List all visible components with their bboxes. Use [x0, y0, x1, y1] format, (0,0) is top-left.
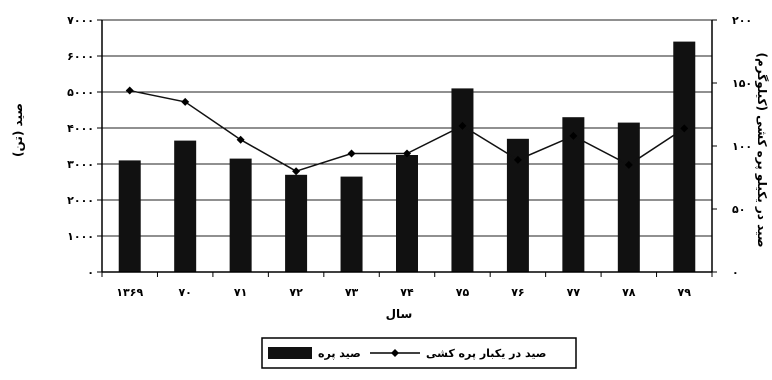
bar — [118, 160, 141, 272]
x-tick-label: ۷۷ — [567, 286, 581, 299]
x-tick-label: ۷۹ — [678, 286, 692, 299]
x-tick-label: ۷۳ — [345, 286, 359, 299]
bar — [451, 88, 474, 273]
bar — [562, 117, 585, 272]
y-tick-label: ۶۰۰۰ — [67, 50, 94, 63]
x-tick-label: ۷۴ — [400, 286, 414, 299]
bar — [396, 155, 418, 272]
legend-bar-label: صید پره — [318, 347, 361, 360]
y-tick-label: ۴۰۰۰ — [67, 122, 94, 135]
x-tick-label: ۷۱ — [234, 286, 247, 299]
bar — [229, 158, 252, 272]
x-axis-ticks: ۱۳۶۹ ۷۰ ۷۱ ۷۲ ۷۳ ۷۴ ۷۵ ۷۶ ۷۷ ۷۸ ۷۹ — [116, 286, 691, 299]
x-tick-label: ۷۶ — [511, 286, 524, 299]
line-marker — [347, 149, 356, 158]
left-axis-ticks: ۰ ۱۰۰۰ ۲۰۰۰ ۳۰۰۰ ۴۰۰۰ ۵۰۰۰ ۶۰۰۰ ۷۰۰۰ — [67, 14, 102, 279]
y2-tick-label: ۲۰۰ — [732, 14, 752, 27]
y-tick-label: ۲۰۰۰ — [67, 194, 94, 207]
bar-series — [118, 41, 696, 273]
bar — [285, 174, 308, 272]
line-marker — [680, 124, 689, 133]
legend-line-marker — [391, 349, 399, 357]
bar — [673, 41, 696, 272]
line-marker — [403, 149, 411, 158]
bar — [340, 176, 363, 272]
bar — [506, 138, 529, 272]
y-tick-label: ۵۰۰۰ — [67, 86, 94, 99]
line-marker — [125, 86, 134, 95]
y2-tick-label: ۰ — [732, 266, 739, 279]
y-tick-label: ۳۰۰۰ — [67, 158, 94, 171]
y-tick-label: ۷۰۰۰ — [67, 14, 94, 27]
line-marker — [624, 160, 633, 169]
y2-tick-label: ۵۰ — [732, 203, 745, 216]
line-series — [125, 86, 689, 176]
x-tick-label: ۱۳۶۹ — [116, 286, 143, 299]
y-tick-label: ۰ — [87, 266, 94, 279]
legend-line-label: صید در یکبار پره کشی — [426, 347, 546, 360]
y2-tick-label: ۱۰۰ — [732, 140, 752, 153]
legend: صید پره صید در یکبار پره کشی — [261, 337, 577, 369]
x-tick-label: ۷۰ — [178, 286, 191, 299]
x-tick-label: ۷۲ — [289, 286, 303, 299]
x-axis-title: سال — [386, 307, 413, 321]
legend-bar-swatch — [268, 347, 312, 359]
line-marker — [292, 167, 301, 176]
y2-axis-title: صید در یکیلو پره کشی (کیلوگرم) — [754, 52, 769, 247]
bar — [174, 140, 197, 272]
bar — [617, 122, 640, 272]
line-marker — [181, 97, 190, 106]
y-tick-label: ۱۰۰۰ — [67, 230, 94, 243]
x-tick-label: ۷۸ — [622, 286, 636, 299]
line-marker — [458, 121, 467, 130]
line-marker — [569, 131, 578, 140]
right-axis-ticks: ۰ ۵۰ ۱۰۰ ۱۵۰ ۲۰۰ — [712, 14, 752, 279]
line-marker — [513, 155, 522, 164]
line-marker — [236, 135, 245, 144]
y2-tick-label: ۱۵۰ — [732, 77, 752, 90]
y-axis-title: صید (تن) — [11, 103, 25, 157]
x-tick-label: ۷۵ — [456, 286, 470, 299]
